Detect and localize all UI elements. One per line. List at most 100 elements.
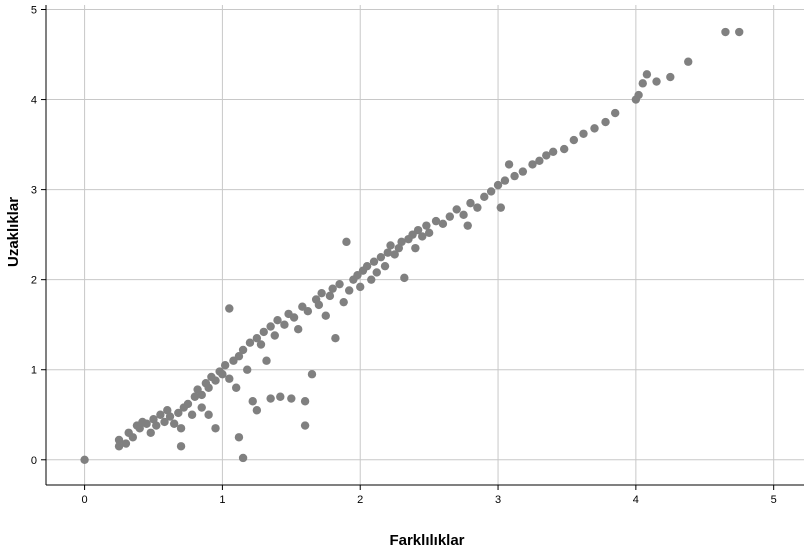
x-tick-label: 1	[219, 494, 225, 506]
data-point	[480, 192, 489, 202]
x-axis-title: Farklılıklar	[389, 532, 464, 549]
data-point	[424, 228, 434, 238]
data-point	[634, 90, 643, 100]
data-point	[169, 419, 179, 428]
data-point	[174, 408, 183, 418]
data-point	[314, 300, 324, 310]
data-point	[204, 383, 213, 392]
data-point	[287, 394, 296, 403]
data-point	[342, 237, 351, 247]
data-point	[218, 370, 227, 379]
data-point	[234, 433, 244, 442]
data-point	[372, 268, 381, 277]
data-point	[276, 392, 285, 401]
data-point	[486, 187, 496, 196]
data-point	[252, 334, 262, 343]
data-point	[569, 135, 579, 145]
y-tick-label: 3	[31, 185, 37, 197]
data-point	[321, 311, 330, 320]
data-point	[243, 365, 252, 374]
y-tick-label: 0	[31, 455, 37, 467]
data-point	[548, 147, 558, 156]
y-axis-ticks: 0 1 2 3 4 5	[31, 5, 46, 467]
data-point	[152, 421, 161, 430]
y-tick-label: 4	[31, 95, 37, 107]
data-point	[500, 176, 510, 185]
data-point	[273, 315, 282, 325]
data-point	[197, 403, 206, 412]
data-point	[245, 338, 255, 347]
data-point	[128, 433, 138, 442]
data-point	[452, 205, 461, 214]
data-point	[438, 219, 448, 229]
data-point	[459, 210, 468, 220]
data-point	[165, 412, 175, 421]
data-point	[666, 72, 675, 82]
data-point	[445, 212, 455, 221]
data-point	[160, 417, 169, 427]
data-point	[652, 77, 661, 86]
data-point	[197, 390, 206, 400]
data-point	[397, 237, 406, 247]
data-point	[300, 397, 310, 406]
data-point	[176, 424, 186, 433]
data-point	[280, 320, 289, 329]
data-point	[466, 198, 475, 208]
data-point	[149, 415, 158, 424]
data-point	[289, 313, 299, 322]
data-point	[496, 203, 505, 212]
data-point	[362, 261, 372, 271]
data-point	[183, 399, 193, 409]
data-point	[331, 334, 340, 343]
y-tick-label: 2	[31, 275, 37, 287]
data-point	[463, 221, 472, 230]
data-point	[356, 282, 365, 292]
data-point	[590, 124, 599, 133]
data-point	[735, 27, 744, 37]
x-tick-label: 2	[357, 494, 363, 506]
data-point	[422, 221, 431, 230]
data-point	[345, 286, 354, 295]
data-point	[225, 374, 234, 383]
data-point	[473, 203, 482, 212]
data-point	[256, 340, 266, 349]
data-point	[335, 279, 344, 289]
data-point	[262, 356, 271, 365]
data-point	[146, 428, 155, 437]
data-point	[431, 216, 441, 226]
data-point	[307, 370, 317, 379]
data-point	[542, 151, 551, 160]
data-point	[418, 232, 427, 241]
data-point	[220, 361, 230, 370]
data-point	[317, 288, 326, 298]
gridlines	[45, 5, 804, 485]
data-point	[121, 439, 131, 448]
data-point	[303, 306, 313, 316]
data-point	[493, 180, 503, 190]
data-point	[601, 117, 610, 127]
data-point	[294, 325, 303, 334]
data-point	[252, 406, 262, 415]
data-point	[176, 442, 186, 451]
data-point	[518, 167, 528, 176]
data-point	[80, 455, 89, 464]
data-point	[394, 243, 404, 253]
data-point	[114, 435, 124, 445]
data-point	[204, 410, 213, 419]
data-point	[325, 291, 335, 301]
data-point	[559, 144, 569, 154]
data-point	[225, 304, 234, 313]
data-point	[638, 79, 647, 88]
data-point	[187, 410, 197, 419]
data-point	[114, 442, 124, 451]
data-point	[411, 243, 420, 253]
data-point	[190, 392, 200, 401]
data-point	[610, 108, 620, 118]
y-axis-title: Uzaklıklar	[5, 197, 22, 267]
data-point	[266, 322, 275, 331]
y-tick-label: 5	[31, 5, 37, 17]
data-point	[156, 410, 165, 419]
data-point	[400, 273, 409, 283]
data-point	[211, 424, 220, 433]
